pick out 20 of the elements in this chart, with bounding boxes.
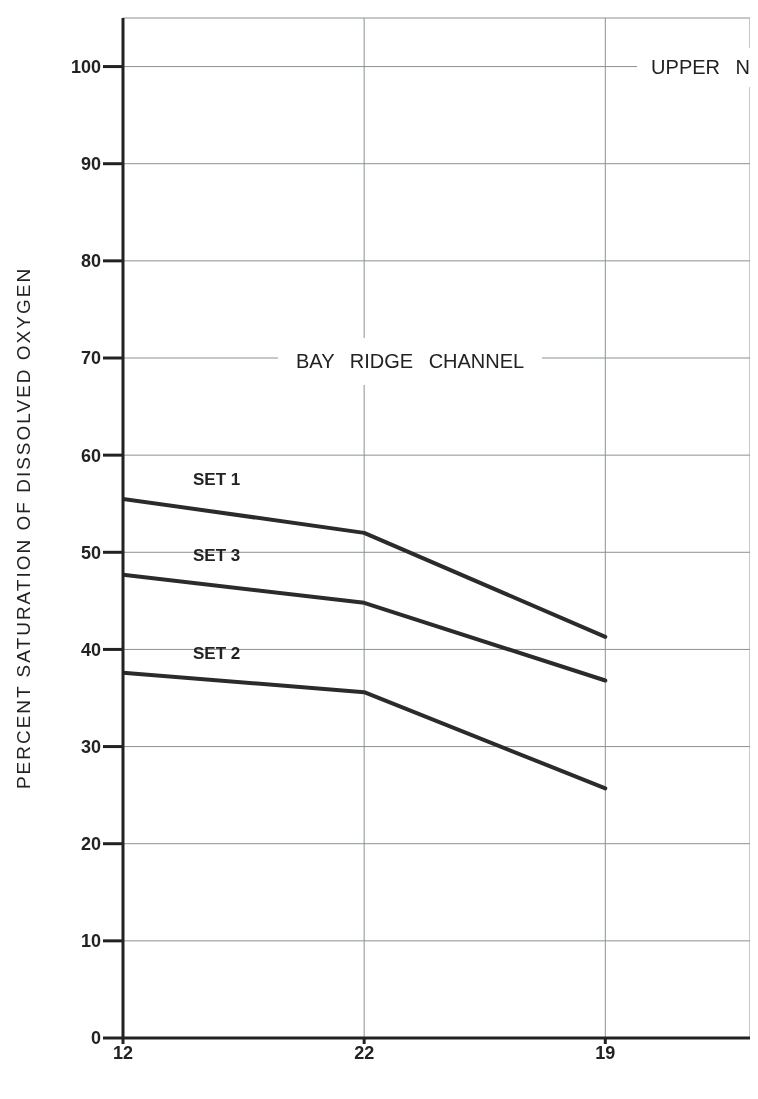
x-tick-label: 22 <box>354 1042 375 1063</box>
y-tick-label: 90 <box>80 154 101 175</box>
y-tick-label: 20 <box>80 834 101 855</box>
y-axis-title: PERCENT SATURATION OF DISSOLVED OXYGEN <box>12 266 34 790</box>
y-tick-label: 30 <box>80 736 101 757</box>
y-tick-label: 70 <box>80 348 101 369</box>
annotation: UPPER N <box>637 48 750 87</box>
x-tick-label: 12 <box>112 1042 134 1063</box>
y-tick-label: 60 <box>80 445 101 466</box>
y-tick-label: 100 <box>70 56 101 77</box>
y-tick-label: 80 <box>80 251 101 272</box>
y-tick-label: 40 <box>80 639 101 660</box>
y-tick-label: 50 <box>80 542 101 563</box>
y-tick-label: 10 <box>80 931 101 952</box>
annotation: BAY RIDGE CHANNEL <box>278 338 543 385</box>
series-label: SET 1 <box>193 469 241 489</box>
y-tick-label: 0 <box>90 1028 101 1049</box>
series-label: SET 2 <box>193 643 241 663</box>
series-label: SET 3 <box>193 545 241 565</box>
x-tick-label: 19 <box>595 1042 616 1063</box>
